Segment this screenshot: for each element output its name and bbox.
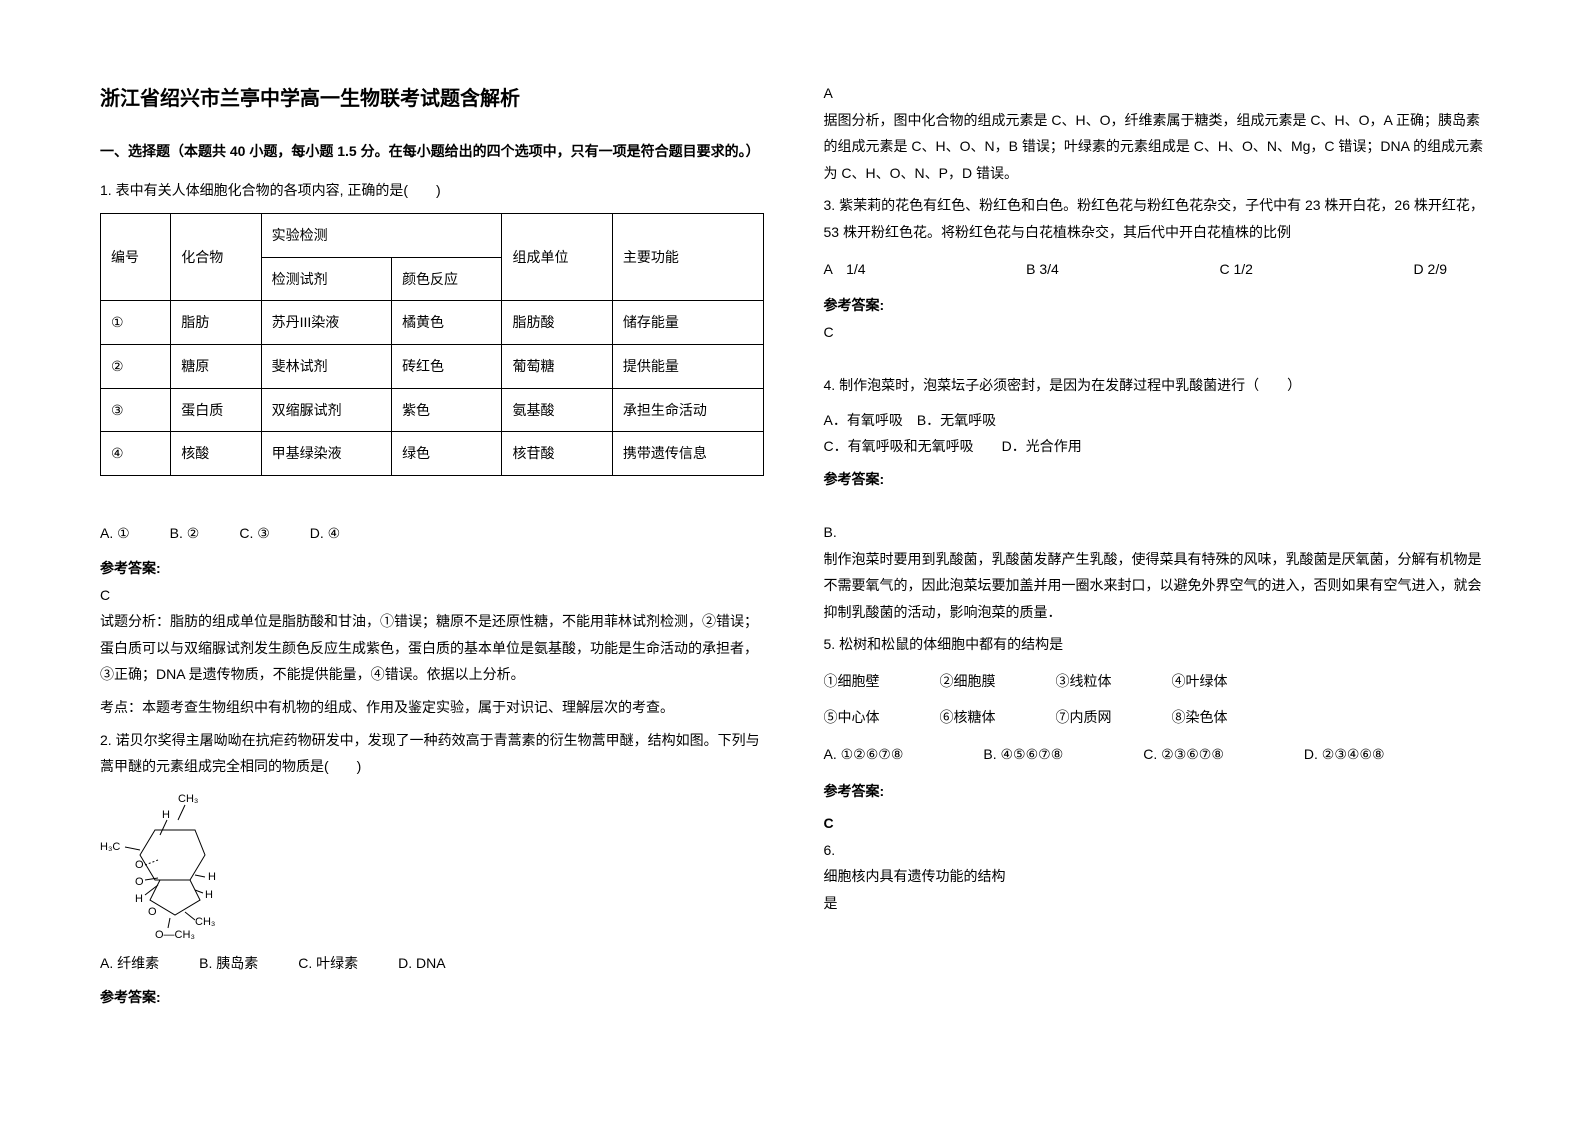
q1-table: 编号 化合物 实验检测 组成单位 主要功能 检测试剂 颜色反应 ① 脂肪 苏丹I… — [100, 213, 764, 476]
q5-answer: C — [824, 810, 1488, 837]
svg-text:H: H — [162, 809, 170, 821]
q3-options: A 1/4 B 3/4 C 1/2 D 2/9 — [824, 256, 1488, 283]
q4-text: 4. 制作泡菜时，泡菜坛子必须密封，是因为在发酵过程中乳酸菌进行（ ） — [824, 372, 1488, 399]
option-c: C. ③ — [239, 520, 269, 547]
molecule-svg: CH₃ H H₃C O O H H H O CH₃ O—CH₃ — [100, 790, 250, 940]
q5-structures-row2: ⑤中心体 ⑥核糖体 ⑦内质网 ⑧染色体 — [824, 704, 1488, 731]
svg-text:O—CH₃: O—CH₃ — [155, 929, 195, 940]
molecule-structure: CH₃ H H₃C O O H H H O CH₃ O—CH₃ — [100, 790, 250, 940]
q3-text: 3. 紫茉莉的花色有红色、粉红色和白色。粉红色花与粉红色花杂交，子代中有 23 … — [824, 192, 1488, 245]
table-header: 检测试剂 — [261, 257, 391, 301]
option-a: A. 纤维素 — [100, 950, 159, 977]
svg-text:CH₃: CH₃ — [178, 793, 198, 805]
option-c: C. ②③⑥⑦⑧ — [1143, 741, 1224, 768]
option-b: B. ② — [170, 520, 200, 547]
svg-text:H: H — [208, 871, 216, 883]
svg-text:O: O — [148, 906, 157, 918]
table-header: 组成单位 — [502, 214, 612, 301]
q4-options-line1: A．有氧呼吸 B．无氧呼吸 — [824, 407, 1488, 434]
answer-label: 参考答案: — [824, 778, 1488, 805]
q2-analysis: 据图分析，图中化合物的组成元素是 C、H、O，纤维素属于糖类，组成元素是 C、H… — [824, 107, 1488, 187]
q5-structures-row1: ①细胞壁 ②细胞膜 ③线粒体 ④叶绿体 — [824, 668, 1488, 695]
structure-item: ②细胞膜 — [940, 668, 996, 695]
option-a: A. ① — [100, 520, 130, 547]
q1-text: 1. 表中有关人体细胞化合物的各项内容, 正确的是( ) — [100, 177, 764, 204]
structure-item: ①细胞壁 — [824, 668, 880, 695]
option-a: A. ①②⑥⑦⑧ — [824, 741, 904, 768]
right-column: A 据图分析，图中化合物的组成元素是 C、H、O，纤维素属于糖类，组成元素是 C… — [824, 80, 1488, 1042]
table-row: ① 脂肪 苏丹III染液 橘黄色 脂肪酸 储存能量 — [101, 301, 764, 345]
q1-answer: C — [100, 582, 764, 609]
q5-options: A. ①②⑥⑦⑧ B. ④⑤⑥⑦⑧ C. ②③⑥⑦⑧ D. ②③④⑥⑧ — [824, 741, 1488, 768]
table-header: 颜色反应 — [392, 257, 502, 301]
q1-analysis: 试题分析：脂肪的组成单位是脂肪酸和甘油，①错误；糖原不是还原性糖，不能用菲林试剂… — [100, 608, 764, 688]
q2-answer: A — [824, 80, 1488, 107]
q2-text: 2. 诺贝尔奖得主屠呦呦在抗疟药物研发中，发现了一种药效高于青蒿素的衍生物蒿甲醚… — [100, 727, 764, 780]
option-b: B. ④⑤⑥⑦⑧ — [983, 741, 1063, 768]
table-row: ④ 核酸 甲基绿染液 绿色 核苷酸 携带遗传信息 — [101, 432, 764, 476]
table-row: ② 糖原 斐林试剂 砖红色 葡萄糖 提供能量 — [101, 344, 764, 388]
document-title: 浙江省绍兴市兰亭中学高一生物联考试题含解析 — [100, 80, 764, 118]
option-d: D. ④ — [310, 520, 340, 547]
table-header: 实验检测 — [261, 214, 502, 258]
structure-item: ④叶绿体 — [1172, 668, 1228, 695]
structure-item: ⑥核糖体 — [940, 704, 996, 731]
option-d: D. ②③④⑥⑧ — [1304, 741, 1385, 768]
option-d: D 2/9 — [1414, 256, 1447, 283]
q1-options: A. ① B. ② C. ③ D. ④ — [100, 520, 764, 547]
svg-text:H: H — [135, 893, 143, 905]
structure-item: ③线粒体 — [1056, 668, 1112, 695]
option-b: B. 胰岛素 — [199, 950, 258, 977]
svg-text:O: O — [135, 859, 144, 871]
q4-analysis: 制作泡菜时要用到乳酸菌，乳酸菌发酵产生乳酸，使得菜具有特殊的风味，乳酸菌是厌氧菌… — [824, 546, 1488, 626]
option-c: C. 叶绿素 — [298, 950, 358, 977]
left-column: 浙江省绍兴市兰亭中学高一生物联考试题含解析 一、选择题（本题共 40 小题，每小… — [100, 80, 764, 1042]
table-header: 主要功能 — [612, 214, 763, 301]
svg-text:H₃C: H₃C — [100, 841, 120, 853]
structure-item: ⑤中心体 — [824, 704, 880, 731]
answer-label: 参考答案: — [824, 292, 1488, 319]
option-d: D. DNA — [398, 950, 445, 977]
q2-options: A. 纤维素 B. 胰岛素 C. 叶绿素 D. DNA — [100, 950, 764, 977]
table-row: ③ 蛋白质 双缩脲试剂 紫色 氨基酸 承担生命活动 — [101, 388, 764, 432]
table-header: 编号 — [101, 214, 171, 301]
table-header: 化合物 — [171, 214, 261, 301]
q1-kaodian: 考点：本题考查生物组织中有机物的组成、作用及鉴定实验，属于对识记、理解层次的考查… — [100, 694, 764, 721]
q6-text2: 是 — [824, 890, 1488, 917]
q4-answer: B. — [824, 519, 1488, 546]
svg-text:CH₃: CH₃ — [195, 916, 215, 928]
q6-num: 6. — [824, 837, 1488, 864]
svg-text:O: O — [135, 876, 144, 888]
q4-options-line2: C．有氧呼吸和无氧呼吸 D．光合作用 — [824, 433, 1488, 460]
option-a: A 1/4 — [824, 256, 866, 283]
answer-label: 参考答案: — [824, 466, 1488, 493]
q3-answer: C — [824, 319, 1488, 346]
section-header: 一、选择题（本题共 40 小题，每小题 1.5 分。在每小题给出的四个选项中，只… — [100, 138, 764, 165]
structure-item: ⑧染色体 — [1172, 704, 1228, 731]
option-c: C 1/2 — [1219, 256, 1252, 283]
q5-text: 5. 松树和松鼠的体细胞中都有的结构是 — [824, 631, 1488, 658]
q6-text: 细胞核内具有遗传功能的结构 — [824, 863, 1488, 890]
structure-item: ⑦内质网 — [1056, 704, 1112, 731]
option-b: B 3/4 — [1026, 256, 1059, 283]
answer-label: 参考答案: — [100, 555, 764, 582]
answer-label: 参考答案: — [100, 984, 764, 1011]
svg-text:H: H — [205, 889, 213, 901]
